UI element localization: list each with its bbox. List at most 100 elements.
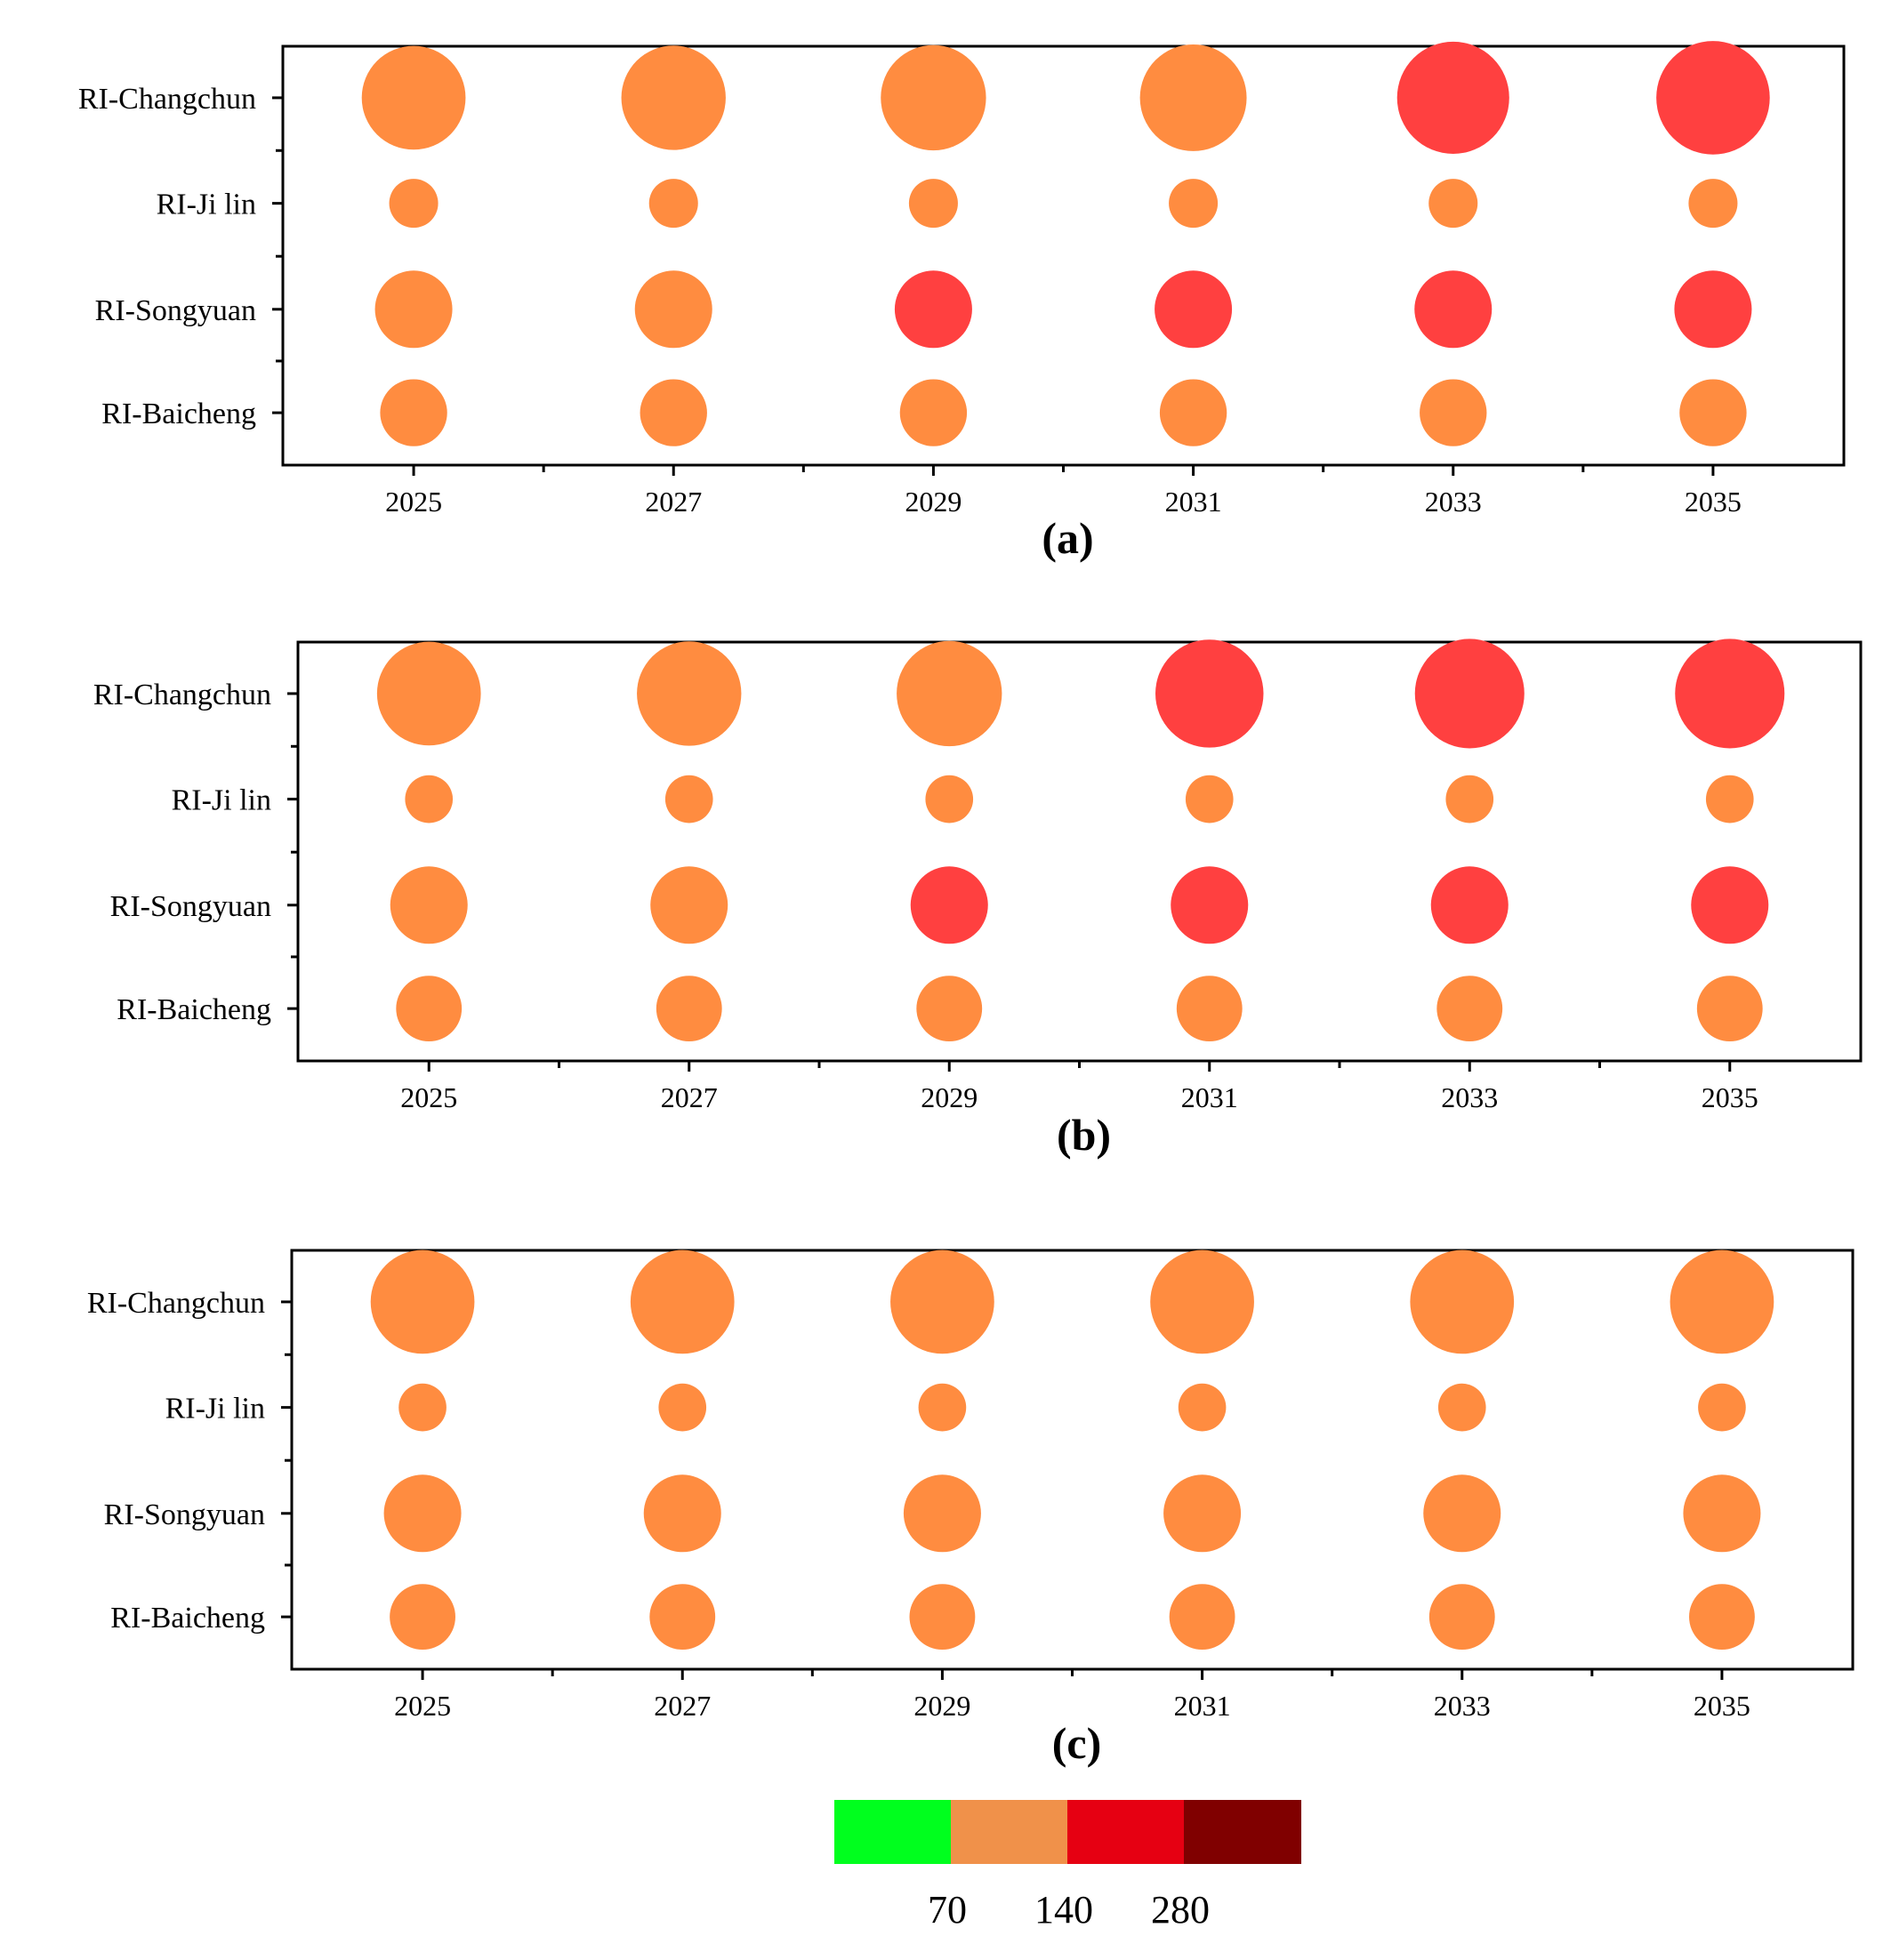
x-tick-label: 2027: [661, 1081, 718, 1113]
x-tick-label: 2025: [385, 486, 442, 518]
bubble-point: [1420, 379, 1487, 446]
x-tick-label: 2025: [394, 1690, 451, 1722]
bubble-point: [640, 379, 707, 446]
bubble-point: [1414, 270, 1493, 349]
panels: 2025 2027 2029 2031 2033 2035 RI-Changchun RI-J…: [78, 41, 1863, 1768]
x-tick-label: 2029: [921, 1081, 978, 1113]
bubble-point: [621, 45, 726, 150]
bubble-point: [650, 866, 728, 944]
panel-caption: (b): [1057, 1110, 1111, 1160]
x-tick-label: 2029: [913, 1690, 970, 1722]
x-tick-label: 2031: [1174, 1690, 1231, 1722]
bubble-point: [1150, 1249, 1254, 1354]
y-tick-label: RI-Songyuan: [104, 1498, 265, 1531]
panel-a: 2025 2027 2029 2031 2033 2035 RI-Changchun RI-J…: [78, 41, 1846, 563]
x-tick-label: 2033: [1425, 486, 1482, 518]
bubble-point: [910, 866, 988, 944]
bubble-point: [361, 45, 466, 150]
bubble-point: [1696, 976, 1763, 1042]
bubble-point: [1169, 179, 1219, 229]
x-tick-label: 2027: [645, 486, 702, 518]
x-tick-label: 2033: [1434, 1690, 1491, 1722]
bubble-point: [1430, 866, 1509, 944]
bubble-point: [1155, 639, 1264, 748]
bubble-point: [1159, 379, 1227, 446]
x-tick-label: 2033: [1441, 1081, 1498, 1113]
bubble-point: [899, 379, 968, 446]
bubble-point: [1423, 1474, 1501, 1553]
bubble-point: [1410, 1249, 1515, 1354]
x-tick-label: 2029: [905, 486, 962, 518]
bubble-point: [390, 1584, 455, 1651]
bubble-point: [658, 1383, 707, 1432]
bubble-point: [1437, 1383, 1486, 1432]
bubble-point: [1698, 1383, 1746, 1432]
bubble-point: [1178, 1383, 1227, 1432]
y-tick-label: RI-Baicheng: [110, 1602, 265, 1635]
bubble-point: [881, 44, 986, 151]
bubble-point: [909, 1584, 976, 1651]
x-tick-label: 2027: [654, 1690, 711, 1722]
legend-threshold-label: 140: [1034, 1888, 1093, 1932]
bubble-point: [1155, 270, 1233, 349]
bubble-point: [894, 270, 972, 349]
x-tick-label: 2035: [1702, 1081, 1758, 1113]
bubble-point: [398, 1383, 447, 1432]
legend-swatch: [1184, 1800, 1301, 1864]
bubble-point: [890, 1249, 994, 1354]
x-tick-label: 2025: [400, 1081, 457, 1113]
bubble-point: [389, 179, 439, 229]
y-tick-label: RI-Baicheng: [117, 993, 271, 1026]
bubble-point: [656, 976, 722, 1042]
bubble-point: [390, 866, 468, 944]
x-tick-label: 2031: [1181, 1081, 1238, 1113]
bubble-point: [1428, 1584, 1495, 1651]
bubble-point: [1688, 179, 1738, 229]
y-tick-label: RI-Baicheng: [101, 398, 256, 430]
color-legend: 70 140 280: [834, 1800, 1301, 1932]
legend-threshold-label: 280: [1151, 1888, 1210, 1932]
bubble-point: [925, 775, 974, 823]
bubble-point: [380, 379, 447, 446]
bubble-point: [1414, 639, 1525, 749]
bubble-point: [1163, 1474, 1242, 1553]
bubble-point: [637, 641, 742, 746]
bubble-point: [1176, 976, 1243, 1042]
y-tick-label: RI-Songyuan: [110, 890, 271, 923]
bubble-point: [649, 1584, 716, 1651]
panel-caption: (c): [1052, 1718, 1102, 1768]
bubble-point: [1691, 866, 1769, 944]
bubble-point: [396, 976, 463, 1042]
bubble-point: [405, 775, 454, 823]
bubble-point: [376, 641, 481, 746]
bubble-point: [370, 1249, 475, 1354]
bubble-point: [1656, 41, 1770, 155]
bubble-point: [383, 1474, 462, 1553]
bubble-point: [1171, 866, 1249, 944]
panel-caption: (a): [1042, 513, 1093, 563]
y-tick-label: RI-Changchun: [93, 679, 271, 711]
plot-frame: [290, 1249, 1855, 1671]
legend-swatch: [834, 1800, 952, 1864]
bubble-point: [916, 976, 983, 1042]
bubble-point: [630, 1249, 735, 1354]
plot-frame: [296, 640, 1863, 1063]
panel-c: 2025 2027 2029 2031 2033 2035 RI-Changchun RI-J…: [87, 1249, 1855, 1768]
x-tick-label: 2035: [1694, 1690, 1750, 1722]
bubble-point: [634, 270, 712, 349]
y-tick-label: RI-Ji lin: [172, 784, 271, 817]
bubble-point: [1705, 775, 1754, 823]
bubble-point: [1675, 639, 1785, 749]
y-tick-label: RI-Songyuan: [95, 294, 256, 327]
bubble-point: [1445, 775, 1494, 823]
legend-swatch: [951, 1800, 1068, 1864]
bubble-point: [643, 1474, 721, 1553]
y-tick-label: RI-Ji lin: [165, 1393, 265, 1426]
bubble-point: [1169, 1584, 1235, 1651]
plot-frame: [281, 44, 1846, 467]
x-tick-label: 2035: [1685, 486, 1742, 518]
x-tick-label: 2031: [1165, 486, 1222, 518]
bubble-point: [1683, 1474, 1761, 1553]
y-tick-label: RI-Changchun: [78, 83, 256, 116]
bubble-point: [1670, 1249, 1774, 1354]
